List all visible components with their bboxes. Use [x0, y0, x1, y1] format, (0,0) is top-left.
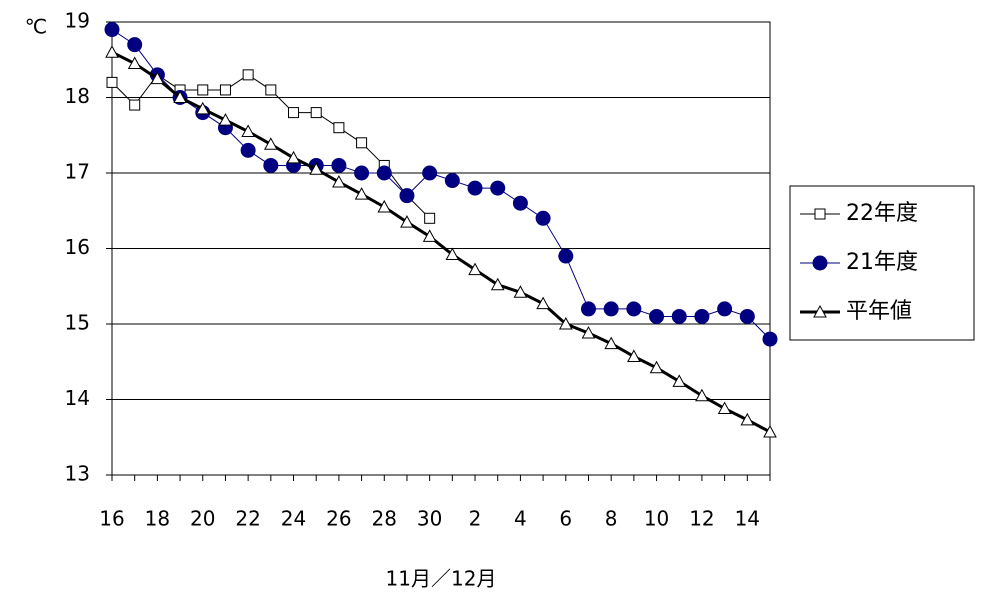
- point: [240, 142, 256, 158]
- x-tick-label: 6: [559, 507, 572, 531]
- point: [694, 308, 710, 324]
- point: [444, 173, 460, 189]
- y-tick-label: 14: [65, 386, 90, 410]
- point: [265, 84, 277, 96]
- point: [376, 165, 392, 181]
- point: [813, 304, 827, 318]
- point: [331, 157, 347, 173]
- point: [717, 401, 732, 415]
- point: [263, 137, 278, 150]
- point: [150, 71, 165, 85]
- point: [535, 210, 551, 226]
- point: [672, 374, 687, 387]
- point: [445, 247, 460, 261]
- point: [558, 316, 573, 330]
- point: [490, 180, 506, 196]
- x-tick-label: 24: [281, 507, 306, 531]
- point: [695, 388, 709, 402]
- point: [424, 212, 436, 224]
- x-tick-label: 4: [514, 507, 527, 531]
- x-tick-label: 12: [689, 507, 714, 531]
- point: [218, 113, 233, 126]
- point: [241, 124, 255, 137]
- y-tick-label: 15: [65, 311, 90, 335]
- point: [219, 84, 231, 96]
- point: [649, 360, 664, 374]
- x-tick-label: 20: [190, 507, 215, 531]
- point: [536, 296, 550, 310]
- point: [333, 122, 345, 134]
- legend-label: 21年度: [846, 250, 918, 275]
- point: [581, 326, 596, 339]
- point: [173, 90, 187, 103]
- x-tick-label: 22: [235, 507, 260, 531]
- point: [626, 301, 642, 317]
- point: [467, 180, 483, 196]
- point: [400, 215, 414, 228]
- y-tick-label: 19: [65, 9, 90, 33]
- point: [604, 336, 619, 350]
- point: [603, 301, 619, 317]
- x-tick-label: 8: [605, 507, 618, 531]
- y-tick-label: 16: [65, 235, 90, 259]
- point: [468, 262, 482, 276]
- point: [310, 107, 322, 119]
- point: [627, 349, 641, 362]
- point: [490, 277, 505, 291]
- point: [309, 162, 324, 175]
- point: [762, 331, 778, 347]
- y-tick-label: 13: [65, 462, 90, 486]
- point: [814, 208, 826, 220]
- x-tick-label: 30: [417, 507, 442, 531]
- point: [739, 308, 755, 324]
- point: [195, 101, 210, 115]
- point: [127, 37, 143, 53]
- x-tick-label: 10: [644, 507, 669, 531]
- point: [558, 248, 574, 264]
- point: [649, 308, 665, 324]
- x-tick-label: 26: [326, 507, 351, 531]
- point: [740, 412, 755, 426]
- point: [354, 165, 370, 181]
- x-axis-label: 11月／12月: [386, 567, 497, 591]
- point: [263, 157, 279, 173]
- point: [422, 229, 437, 242]
- point: [399, 188, 415, 204]
- point: [377, 199, 392, 213]
- point: [422, 165, 438, 181]
- point: [356, 137, 368, 149]
- point: [332, 175, 346, 188]
- y-axis-label: ℃: [25, 15, 47, 39]
- point: [129, 99, 141, 111]
- y-tick-label: 18: [65, 84, 90, 108]
- legend-label: 22年度: [846, 201, 918, 226]
- x-tick-label: 28: [372, 507, 397, 531]
- point: [763, 424, 777, 438]
- point: [288, 107, 300, 119]
- point: [242, 69, 254, 81]
- series-line: [111, 50, 771, 434]
- x-tick-label: 16: [99, 507, 124, 531]
- point: [671, 308, 687, 324]
- point: [286, 150, 301, 164]
- x-tick-label: 14: [735, 507, 760, 531]
- point: [106, 76, 118, 88]
- point: [127, 56, 142, 70]
- point: [197, 84, 209, 96]
- point: [512, 195, 528, 211]
- y-tick-label: 17: [65, 160, 90, 184]
- point: [104, 22, 120, 38]
- point: [580, 301, 596, 317]
- point: [105, 45, 119, 58]
- x-tick-label: 2: [469, 507, 482, 531]
- point: [717, 301, 733, 317]
- x-tick-label: 18: [145, 507, 170, 531]
- series-line: [111, 29, 771, 340]
- point: [513, 285, 528, 298]
- point: [812, 255, 828, 271]
- legend-label: 平年値: [846, 299, 912, 324]
- point: [354, 187, 369, 200]
